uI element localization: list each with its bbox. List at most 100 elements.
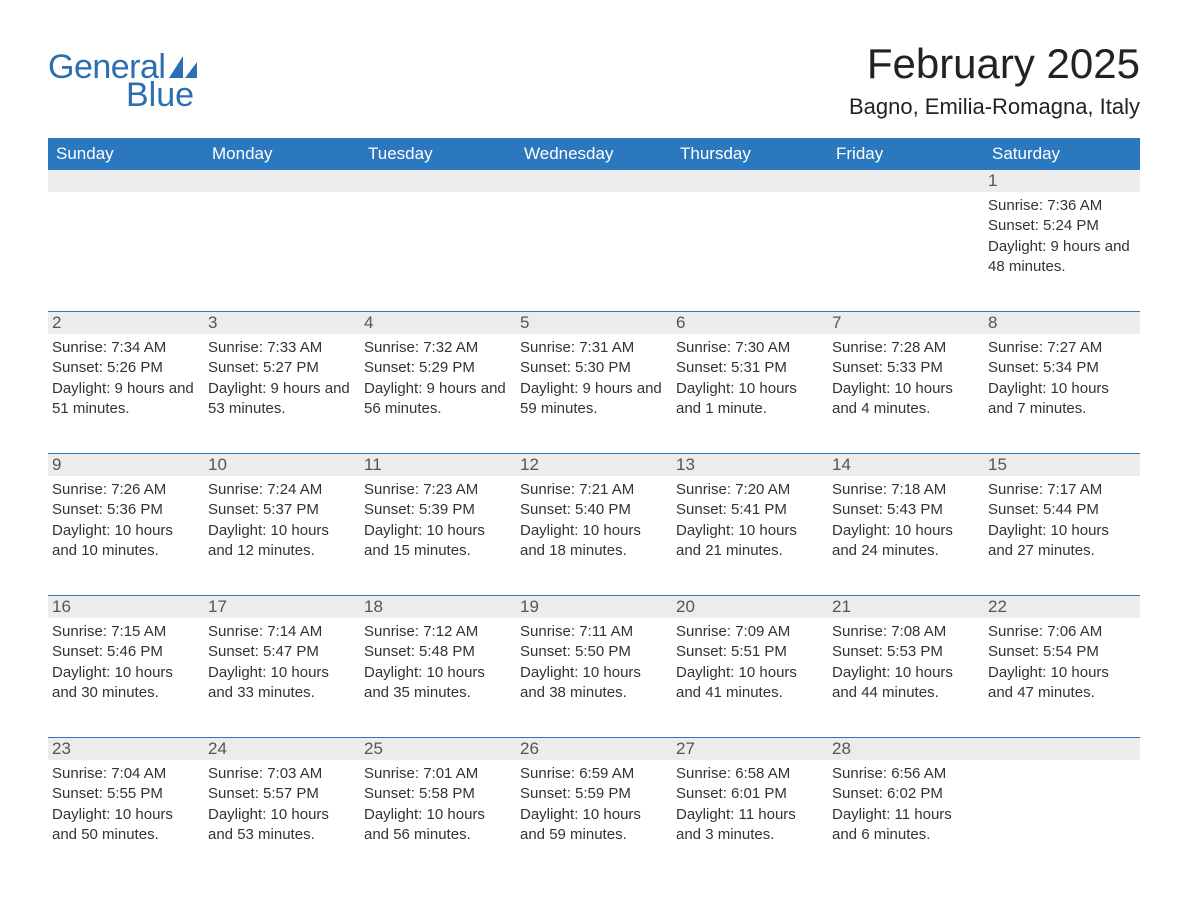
day-number [984, 738, 1140, 760]
calendar-day-cell: 24 Sunrise: 7:03 AMSunset: 5:57 PMDayligh… [204, 738, 360, 879]
day-number: 26 [516, 738, 672, 760]
day-number: 25 [360, 738, 516, 760]
day-number: 15 [984, 454, 1140, 476]
day-number: 27 [672, 738, 828, 760]
day-number: 22 [984, 596, 1140, 618]
day-number [828, 170, 984, 192]
calendar-day-cell: 2 Sunrise: 7:34 AMSunset: 5:26 PMDaylight… [48, 312, 204, 453]
day-details: Sunrise: 7:09 AMSunset: 5:51 PMDaylight:… [674, 622, 820, 703]
calendar-day-cell: 12 Sunrise: 7:21 AMSunset: 5:40 PMDayligh… [516, 454, 672, 595]
day-details: Sunrise: 7:34 AMSunset: 5:26 PMDaylight:… [50, 338, 196, 419]
calendar-day-cell: 22 Sunrise: 7:06 AMSunset: 5:54 PMDayligh… [984, 596, 1140, 737]
calendar-day-cell: 26 Sunrise: 6:59 AMSunset: 5:59 PMDayligh… [516, 738, 672, 879]
day-details: Sunrise: 7:06 AMSunset: 5:54 PMDaylight:… [986, 622, 1132, 703]
day-details: Sunrise: 7:18 AMSunset: 5:43 PMDaylight:… [830, 480, 976, 561]
calendar-day-cell: 9 Sunrise: 7:26 AMSunset: 5:36 PMDaylight… [48, 454, 204, 595]
dayofweek-header-cell: Monday [204, 138, 360, 170]
calendar-empty-cell [984, 738, 1140, 879]
day-number: 21 [828, 596, 984, 618]
calendar-day-cell: 18 Sunrise: 7:12 AMSunset: 5:48 PMDayligh… [360, 596, 516, 737]
day-number: 23 [48, 738, 204, 760]
calendar-day-cell: 16 Sunrise: 7:15 AMSunset: 5:46 PMDayligh… [48, 596, 204, 737]
calendar-day-cell: 23 Sunrise: 7:04 AMSunset: 5:55 PMDayligh… [48, 738, 204, 879]
day-number: 14 [828, 454, 984, 476]
calendar-day-cell: 7Sunrise: 7:28 AMSunset: 5:33 PMDaylight… [828, 312, 984, 453]
logo-text-blue: Blue [126, 78, 197, 112]
day-number: 18 [360, 596, 516, 618]
day-details: Sunrise: 7:26 AMSunset: 5:36 PMDaylight:… [50, 480, 196, 561]
calendar-day-cell: 15Sunrise: 7:17 AMSunset: 5:44 PMDayligh… [984, 454, 1140, 595]
calendar-day-cell: 21Sunrise: 7:08 AMSunset: 5:53 PMDayligh… [828, 596, 984, 737]
day-number [516, 170, 672, 192]
day-number: 20 [672, 596, 828, 618]
calendar-day-cell: 27 Sunrise: 6:58 AMSunset: 6:01 PMDayligh… [672, 738, 828, 879]
day-number: 9 [48, 454, 204, 476]
calendar-empty-cell [828, 170, 984, 311]
calendar-week-row: 2 Sunrise: 7:34 AMSunset: 5:26 PMDaylight… [48, 311, 1140, 453]
logo-sail-icon [169, 56, 197, 78]
day-details: Sunrise: 6:59 AMSunset: 5:59 PMDaylight:… [518, 764, 664, 845]
day-number: 5 [516, 312, 672, 334]
calendar-day-cell: 8Sunrise: 7:27 AMSunset: 5:34 PMDaylight… [984, 312, 1140, 453]
calendar-day-cell: 6 Sunrise: 7:30 AMSunset: 5:31 PMDaylight… [672, 312, 828, 453]
day-details: Sunrise: 7:32 AMSunset: 5:29 PMDaylight:… [362, 338, 508, 419]
day-number [360, 170, 516, 192]
calendar-day-cell: 19 Sunrise: 7:11 AMSunset: 5:50 PMDayligh… [516, 596, 672, 737]
day-number: 1 [984, 170, 1140, 192]
day-details: Sunrise: 7:33 AMSunset: 5:27 PMDaylight:… [206, 338, 352, 419]
day-number: 19 [516, 596, 672, 618]
day-number: 8 [984, 312, 1140, 334]
day-details: Sunrise: 7:31 AMSunset: 5:30 PMDaylight:… [518, 338, 664, 419]
day-details: Sunrise: 7:36 AMSunset: 5:24 PMDaylight:… [986, 196, 1132, 277]
day-number: 12 [516, 454, 672, 476]
day-details: Sunrise: 7:24 AMSunset: 5:37 PMDaylight:… [206, 480, 352, 561]
calendar-day-cell: 17 Sunrise: 7:14 AMSunset: 5:47 PMDayligh… [204, 596, 360, 737]
calendar-week-row: 1 Sunrise: 7:36 AMSunset: 5:24 PMDaylight… [48, 170, 1140, 311]
calendar-day-cell: 1 Sunrise: 7:36 AMSunset: 5:24 PMDaylight… [984, 170, 1140, 311]
dayofweek-header-cell: Thursday [672, 138, 828, 170]
calendar-empty-cell [360, 170, 516, 311]
calendar-day-cell: 10 Sunrise: 7:24 AMSunset: 5:37 PMDayligh… [204, 454, 360, 595]
day-details: Sunrise: 7:20 AMSunset: 5:41 PMDaylight:… [674, 480, 820, 561]
day-details: Sunrise: 7:11 AMSunset: 5:50 PMDaylight:… [518, 622, 664, 703]
calendar-empty-cell [672, 170, 828, 311]
day-number: 6 [672, 312, 828, 334]
day-details: Sunrise: 7:15 AMSunset: 5:46 PMDaylight:… [50, 622, 196, 703]
day-details: Sunrise: 7:04 AMSunset: 5:55 PMDaylight:… [50, 764, 196, 845]
day-number: 17 [204, 596, 360, 618]
calendar-day-cell: 11Sunrise: 7:23 AMSunset: 5:39 PMDayligh… [360, 454, 516, 595]
location-label: Bagno, Emilia-Romagna, Italy [849, 94, 1140, 120]
day-number [204, 170, 360, 192]
day-details: Sunrise: 7:30 AMSunset: 5:31 PMDaylight:… [674, 338, 820, 419]
calendar-day-cell: 3 Sunrise: 7:33 AMSunset: 5:27 PMDaylight… [204, 312, 360, 453]
day-number: 16 [48, 596, 204, 618]
day-number: 13 [672, 454, 828, 476]
day-number: 3 [204, 312, 360, 334]
day-details: Sunrise: 6:58 AMSunset: 6:01 PMDaylight:… [674, 764, 820, 845]
day-details: Sunrise: 7:14 AMSunset: 5:47 PMDaylight:… [206, 622, 352, 703]
day-details: Sunrise: 7:03 AMSunset: 5:57 PMDaylight:… [206, 764, 352, 845]
day-details: Sunrise: 7:12 AMSunset: 5:48 PMDaylight:… [362, 622, 508, 703]
calendar-day-cell: 13 Sunrise: 7:20 AMSunset: 5:41 PMDayligh… [672, 454, 828, 595]
generalblue-logo: General Blue [48, 40, 197, 112]
header: General Blue February 2025 Bagno, Emilia… [48, 40, 1140, 120]
day-details: Sunrise: 7:21 AMSunset: 5:40 PMDaylight:… [518, 480, 664, 561]
day-number: 10 [204, 454, 360, 476]
day-number: 2 [48, 312, 204, 334]
day-number [48, 170, 204, 192]
calendar-week-row: 23 Sunrise: 7:04 AMSunset: 5:55 PMDayligh… [48, 737, 1140, 879]
calendar-day-cell: 4Sunrise: 7:32 AMSunset: 5:29 PMDaylight… [360, 312, 516, 453]
calendar-day-cell: 20 Sunrise: 7:09 AMSunset: 5:51 PMDayligh… [672, 596, 828, 737]
calendar-body: 1 Sunrise: 7:36 AMSunset: 5:24 PMDaylight… [48, 170, 1140, 879]
calendar-week-row: 16 Sunrise: 7:15 AMSunset: 5:46 PMDayligh… [48, 595, 1140, 737]
day-number: 7 [828, 312, 984, 334]
calendar-empty-cell [516, 170, 672, 311]
dayofweek-header-cell: Friday [828, 138, 984, 170]
dayofweek-header-cell: Sunday [48, 138, 204, 170]
calendar-day-cell: 28Sunrise: 6:56 AMSunset: 6:02 PMDayligh… [828, 738, 984, 879]
day-number: 28 [828, 738, 984, 760]
day-number: 24 [204, 738, 360, 760]
title-block: February 2025 Bagno, Emilia-Romagna, Ita… [849, 40, 1140, 120]
dayofweek-header-cell: Tuesday [360, 138, 516, 170]
calendar-empty-cell [48, 170, 204, 311]
